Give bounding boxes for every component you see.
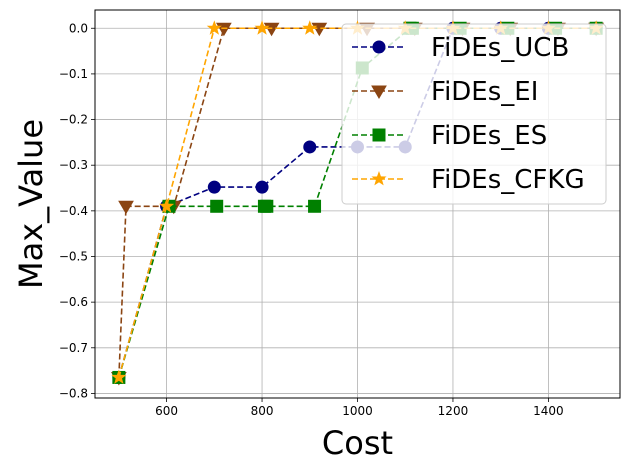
y-tick-label: −0.4: [59, 204, 88, 218]
legend-marker: [372, 40, 386, 54]
x-tick-label: 1400: [533, 404, 564, 418]
y-tick-label: −0.8: [59, 386, 88, 400]
x-tick-label: 1000: [342, 404, 373, 418]
x-axis-label: Cost: [322, 424, 393, 462]
x-tick-label: 600: [155, 404, 178, 418]
data-point: [207, 180, 221, 194]
y-axis-label: Max_Value: [12, 119, 50, 289]
x-tick-label: 800: [251, 404, 274, 418]
data-point: [254, 20, 270, 35]
legend-entry: FiDEs_ES: [352, 121, 547, 151]
legend-marker: [371, 85, 387, 99]
y-tick-label: −0.5: [59, 249, 88, 263]
y-tick-label: −0.1: [59, 67, 88, 81]
legend-entry: FiDEs_EI: [352, 77, 538, 107]
plot-frame: [94, 9, 621, 399]
data-point: [302, 20, 318, 35]
x-tick-label: 1200: [438, 404, 469, 418]
data-point: [308, 199, 322, 213]
legend-label: FiDEs_UCB: [431, 33, 569, 63]
legend-marker: [371, 171, 387, 186]
legend-label: FiDEs_EI: [431, 77, 538, 107]
data-point: [210, 199, 224, 213]
y-tick-label: −0.6: [59, 295, 88, 309]
legend-label: FiDEs_CFKG: [431, 165, 585, 195]
legend-label: FiDEs_ES: [431, 121, 547, 151]
data-point: [260, 199, 274, 213]
y-tick-label: 0.0: [69, 21, 88, 35]
y-tick-label: −0.7: [59, 341, 88, 355]
data-point: [159, 198, 175, 213]
y-tick-label: −0.2: [59, 113, 88, 127]
legend-entry: FiDEs_UCB: [352, 33, 569, 63]
y-tick-label: −0.3: [59, 158, 88, 172]
data-point: [303, 140, 317, 154]
legend-entry: FiDEs_CFKG: [352, 165, 585, 195]
legend-box: [341, 23, 607, 205]
data-point: [118, 200, 134, 215]
data-point: [111, 369, 127, 384]
legend: FiDEs_UCB FiDEs_EI FiDEs_ES FiDEs_CFKG: [341, 23, 607, 205]
data-point: [206, 20, 222, 35]
ticks: 600 800 1000 1200 1400 0.0 −0.1 −0.2 −0.3 −0.4 −0.…: [59, 21, 564, 418]
data-point: [255, 180, 269, 194]
legend-marker: [372, 128, 386, 142]
